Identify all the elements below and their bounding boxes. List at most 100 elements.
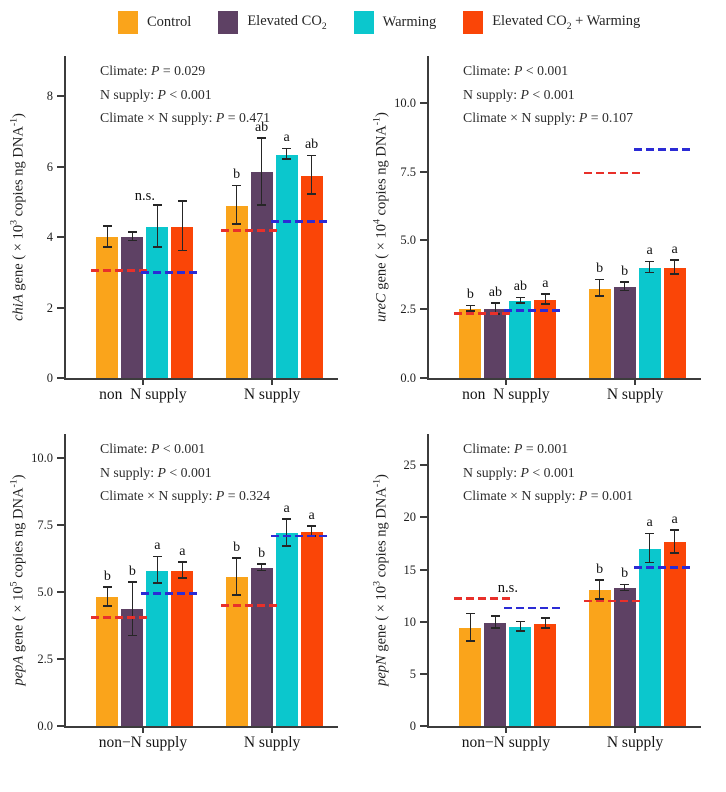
error-bar-cap-top xyxy=(620,281,630,284)
error-bar-cap-top xyxy=(490,302,500,304)
x-tick-mark xyxy=(141,728,144,733)
y-tick-label: 25 xyxy=(403,458,417,473)
panel-chiA: chiA gene ( × 103 copies ng DNA-1) 0 2 4 6 8 C… xyxy=(0,56,363,410)
bar-eco2_warming xyxy=(663,542,686,726)
error-bar-cap-top xyxy=(152,203,162,206)
chart-row-top: chiA gene ( × 103 copies ng DNA-1) 0 2 4 6 8 C… xyxy=(0,56,726,410)
chart-row-bottom: pepA gene ( × 105 copies ng DNA-1) 0.0 2.5… xyxy=(0,434,726,758)
error-bar xyxy=(519,622,522,632)
x-tick-mark xyxy=(504,380,507,385)
legend: Control Elevated CO2 Warming Elevated CO2 +… xyxy=(118,8,726,36)
sig-letter: b xyxy=(621,566,629,582)
error-bar-cap-top xyxy=(540,293,550,295)
legend-label-warming: Warming xyxy=(382,13,437,30)
bar-control xyxy=(459,309,482,378)
x-axis-label: non N supply xyxy=(99,386,187,403)
error-bar-cap-bottom xyxy=(257,569,267,572)
sig-letter: b xyxy=(233,539,241,555)
y-axis-ticks: 0 2 4 6 8 xyxy=(27,56,64,385)
sig-letter: b xyxy=(233,167,241,183)
y-tick-mark xyxy=(57,165,64,168)
error-bar-cap-bottom xyxy=(177,577,187,579)
error-bar-cap-bottom xyxy=(620,289,630,292)
bar-control xyxy=(588,590,611,726)
error-bar xyxy=(623,283,626,292)
sig-letter: ab xyxy=(513,279,527,295)
error-bar-cap-bottom xyxy=(670,273,680,275)
legend-item-control: Control xyxy=(118,10,191,34)
sig-letter: a xyxy=(283,130,290,146)
error-bar-cap-top xyxy=(670,529,680,531)
bar-warming xyxy=(275,533,298,726)
bar-elevated_co2 xyxy=(484,622,507,726)
error-bar-cap-top xyxy=(465,612,475,615)
y-tick-label: 7.5 xyxy=(400,164,416,179)
legend-item-warming: Warming xyxy=(353,10,437,34)
error-bar-cap-bottom xyxy=(152,582,162,585)
x-tick-mark xyxy=(271,728,274,733)
y-tick-label: 2.5 xyxy=(400,302,416,317)
error-bar-cap-bottom xyxy=(670,552,680,554)
bar-warming xyxy=(638,267,661,378)
error-bar xyxy=(598,280,601,297)
y-tick-mark xyxy=(57,725,64,727)
stats-line: Climate × N supply: P = 0.324 xyxy=(100,488,271,503)
stats-block: Climate: P < 0.001 N supply: P < 0.001 Cli… xyxy=(463,59,633,130)
y-tick-mark xyxy=(420,672,427,675)
y-axis-title-text: pepA gene ( × 105 copies ng DNA-1) xyxy=(8,474,26,686)
x-axis-label: N supply xyxy=(606,734,664,751)
error-bar xyxy=(469,614,472,642)
bar-elevated_co2 xyxy=(250,172,273,378)
sig-letter: a xyxy=(646,515,653,531)
y-tick-mark xyxy=(420,516,427,519)
x-tick-mark xyxy=(634,380,637,385)
error-bar-cap-top xyxy=(515,296,525,299)
error-bar xyxy=(106,226,109,248)
bar-eco2_warming xyxy=(300,175,323,378)
legend-item-elevated_co2: Elevated CO2 xyxy=(218,10,327,34)
sig-letter: ab xyxy=(304,137,319,153)
error-bar-cap-bottom xyxy=(645,561,655,564)
error-bar-cap-top xyxy=(127,581,137,583)
bar-warming xyxy=(638,548,661,726)
error-bar-cap-bottom xyxy=(282,158,292,160)
bar-eco2_warming xyxy=(663,267,686,378)
error-bar xyxy=(235,186,238,225)
error-bar-cap-top xyxy=(127,231,137,234)
bar-eco2_warming xyxy=(534,299,557,378)
x-tick-mark xyxy=(504,728,507,733)
stats-block: Climate: P < 0.001 N supply: P < 0.001 Cli… xyxy=(100,437,270,508)
x-axis-row: non N supply N supply xyxy=(427,380,701,410)
y-tick-mark xyxy=(57,95,64,98)
y-tick-label: 8 xyxy=(46,89,53,104)
ref-line-blue xyxy=(504,606,562,610)
panel-pepN: pepN gene ( × 103 copies ng DNA-1) 0 5 10 15… xyxy=(363,434,726,758)
sig-letter: b xyxy=(128,563,136,579)
error-bar-cap-bottom xyxy=(127,634,137,637)
y-tick-label: 7.5 xyxy=(37,518,53,533)
error-bar-cap-bottom xyxy=(515,302,525,304)
ref-line-red xyxy=(220,228,278,232)
y-axis-title-text: pepN gene ( × 103 copies ng DNA-1) xyxy=(371,474,389,686)
plot-area-ureC: Climate: P < 0.001 N supply: P < 0.001 Cli… xyxy=(427,56,701,380)
error-bar-cap-bottom xyxy=(645,271,655,274)
y-tick-mark xyxy=(420,568,427,571)
sig-letter: a xyxy=(308,507,315,523)
bar-control xyxy=(225,205,248,378)
sig-letter: b xyxy=(258,545,266,561)
error-bar-cap-bottom xyxy=(620,589,630,592)
error-bar-cap-top xyxy=(645,532,655,535)
sig-letter: a xyxy=(283,500,290,516)
error-bar-cap-top xyxy=(515,620,525,623)
bar-elevated_co2 xyxy=(613,588,636,726)
ref-line-blue xyxy=(141,271,199,274)
y-tick-label: 20 xyxy=(403,510,417,525)
error-bar-cap-top xyxy=(232,184,242,187)
x-axis-label: N supply xyxy=(243,386,301,403)
y-tick-label: 4 xyxy=(46,230,53,245)
error-bar xyxy=(235,558,238,597)
ref-line-red xyxy=(91,616,149,619)
error-bar xyxy=(310,526,313,537)
error-bar-cap-bottom xyxy=(152,246,162,248)
bar-eco2_warming xyxy=(534,623,557,726)
